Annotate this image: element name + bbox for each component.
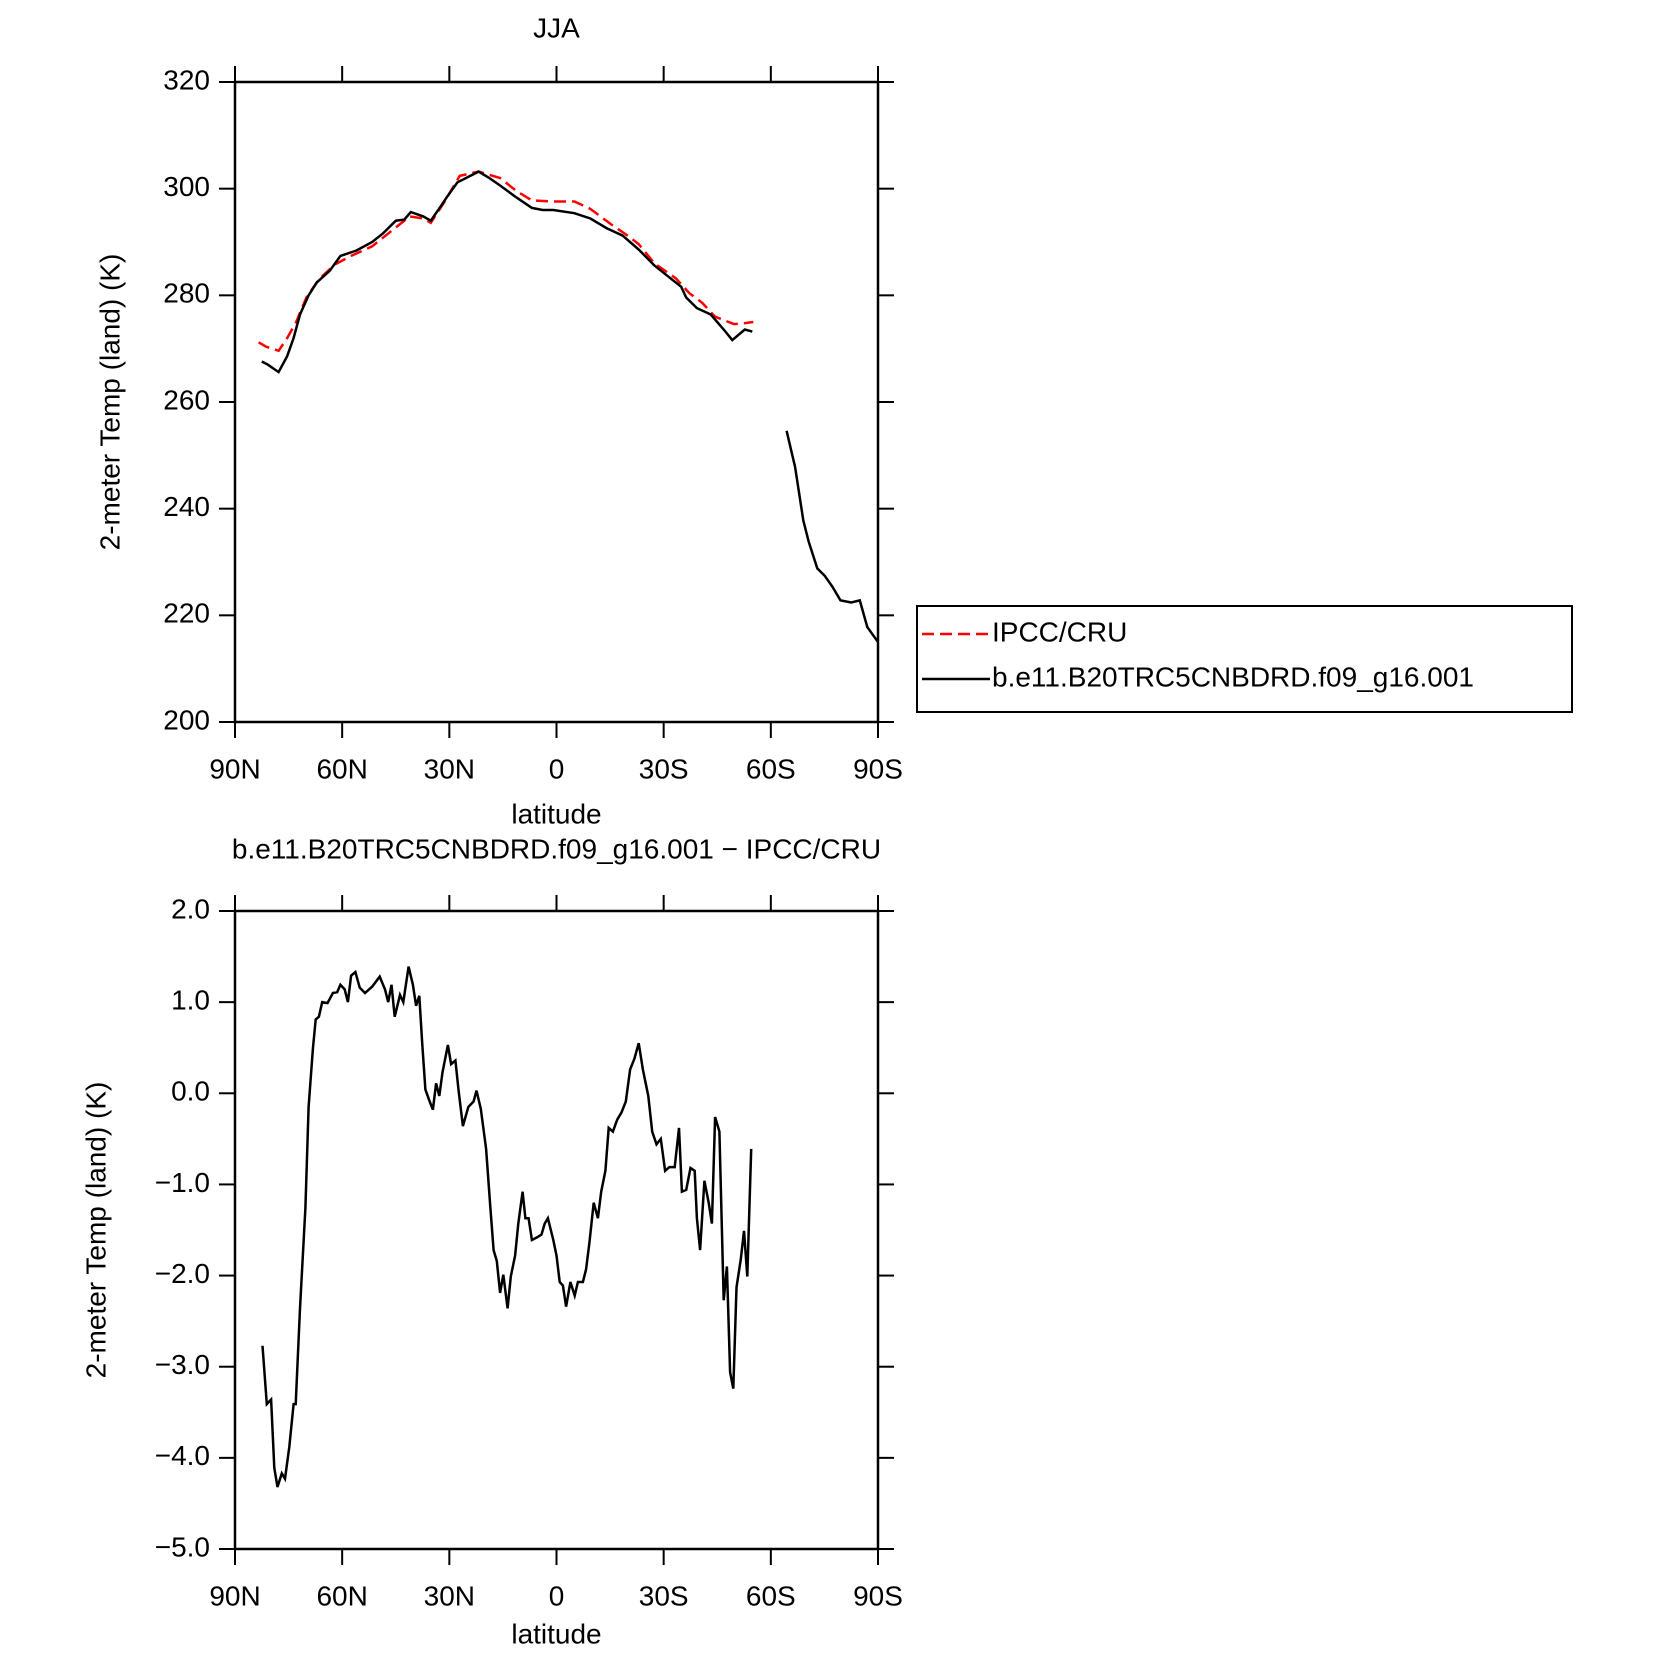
x-tick-label: 60S — [746, 1580, 796, 1611]
x-tick-label: 90S — [853, 1580, 903, 1611]
y-tick-label: −4.0 — [155, 1440, 210, 1471]
x-tick-label: 30S — [639, 753, 689, 784]
y-tick-label: 200 — [163, 704, 210, 735]
x-tick-label: 30N — [424, 1580, 475, 1611]
y-tick-label: −3.0 — [155, 1349, 210, 1380]
x-axis-label: latitude — [511, 798, 601, 829]
x-tick-label: 90S — [853, 753, 903, 784]
x-tick-label: 60S — [746, 753, 796, 784]
x-tick-label: 30N — [424, 753, 475, 784]
x-tick-label: 30S — [639, 1580, 689, 1611]
plot-frame — [233, 80, 880, 724]
x-tick-label: 60N — [316, 753, 367, 784]
data-line — [261, 170, 880, 643]
y-tick-label: −5.0 — [155, 1531, 210, 1562]
legend-label: b.e11.B20TRC5CNBDRD.f09_g16.001 — [992, 661, 1474, 692]
data-line — [261, 966, 753, 1488]
chart-title: JJA — [533, 12, 580, 43]
y-tick-label: 320 — [163, 64, 210, 95]
chart-title: b.e11.B20TRC5CNBDRD.f09_g16.001 − IPCC/C… — [232, 833, 881, 864]
y-tick-label: −2.0 — [155, 1258, 210, 1289]
x-tick-label: 90N — [209, 753, 260, 784]
x-tick-label: 0 — [549, 753, 565, 784]
y-axis-label: 2-meter Temp (land) (K) — [94, 254, 125, 551]
y-tick-label: 0.0 — [171, 1076, 210, 1107]
y-tick-label: 280 — [163, 278, 210, 309]
y-tick-label: 1.0 — [171, 985, 210, 1016]
x-tick-label: 0 — [549, 1580, 565, 1611]
y-tick-label: 2.0 — [171, 893, 210, 924]
x-tick-label: 60N — [316, 1580, 367, 1611]
data-line — [257, 170, 754, 353]
y-tick-label: 260 — [163, 384, 210, 415]
y-tick-label: −1.0 — [155, 1167, 210, 1198]
x-axis-label: latitude — [511, 1618, 601, 1649]
legend-box — [916, 605, 1573, 713]
x-tick-label: 90N — [209, 1580, 260, 1611]
y-tick-label: 240 — [163, 491, 210, 522]
y-tick-label: 300 — [163, 171, 210, 202]
y-axis-label: 2-meter Temp (land) (K) — [80, 1082, 111, 1379]
legend-label: IPCC/CRU — [992, 616, 1127, 647]
plot-frame — [233, 909, 880, 1551]
y-tick-label: 220 — [163, 598, 210, 629]
